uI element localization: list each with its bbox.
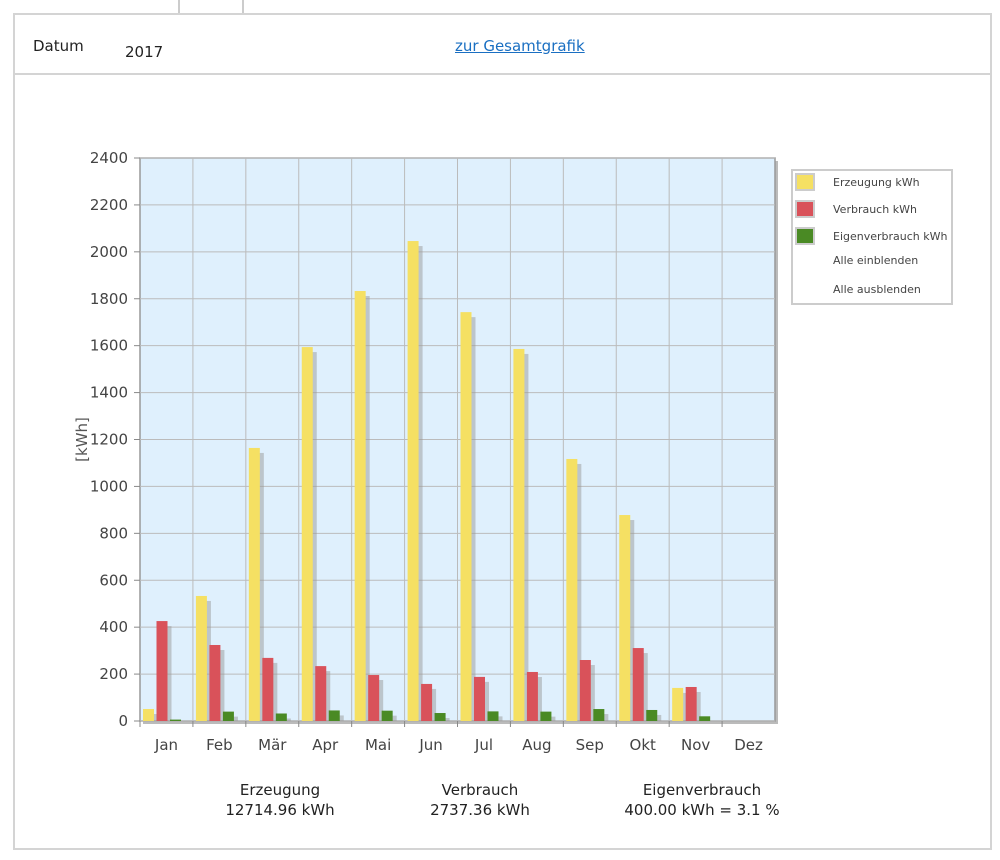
legend-swatch[interactable] <box>795 200 815 218</box>
overall-chart-link[interactable]: zur Gesamtgrafik <box>455 37 585 55</box>
bar-eigenverbrauch <box>275 713 287 721</box>
y-tick-label: 0 <box>118 712 128 730</box>
x-tick-label: Feb <box>206 736 233 754</box>
y-tick-label: 400 <box>99 618 128 636</box>
bar-erzeugung <box>354 291 366 721</box>
datum-label: Datum <box>33 37 84 55</box>
y-tick-label: 1800 <box>90 290 128 308</box>
x-tick-label: Jul <box>474 736 493 754</box>
legend-show-all[interactable]: Alle einblenden <box>833 254 918 267</box>
chart-panel: Datum 2017 zur Gesamtgrafik <box>13 13 992 850</box>
bar-verbrauch <box>474 676 485 721</box>
bar-eigenverbrauch <box>699 716 711 721</box>
bar-eigenverbrauch <box>328 710 340 721</box>
legend-item[interactable]: Erzeugung kWh <box>833 176 920 189</box>
y-tick-label: 1200 <box>90 431 128 449</box>
total-value: 2737.36 kWh <box>430 801 530 819</box>
x-tick-label: Sep <box>576 736 604 754</box>
bar-erzeugung <box>143 709 154 721</box>
x-tick-label: Mär <box>258 736 287 754</box>
legend-item[interactable]: Verbrauch kWh <box>833 203 917 216</box>
bar-erzeugung <box>672 687 684 721</box>
bar-verbrauch <box>368 675 380 721</box>
bar-verbrauch <box>421 683 433 721</box>
y-tick-label: 200 <box>99 665 128 683</box>
bar-verbrauch <box>632 648 644 721</box>
legend-swatch[interactable] <box>795 227 815 245</box>
bar-erzeugung <box>566 458 578 721</box>
total-value: 400.00 kWh = 3.1 % <box>624 801 780 819</box>
bar-eigenverbrauch <box>222 711 234 721</box>
bar-erzeugung <box>248 447 260 721</box>
bar-eigenverbrauch <box>593 709 605 721</box>
bar-erzeugung <box>301 347 313 721</box>
total-label: Eigenverbrauch <box>642 781 762 799</box>
bar-erzeugung <box>407 241 419 722</box>
y-tick-label: 600 <box>99 571 128 589</box>
total-label: Erzeugung <box>239 781 321 799</box>
tab-divider <box>178 0 180 13</box>
x-tick-label: Jun <box>418 736 442 754</box>
x-tick-label: Nov <box>681 736 710 754</box>
x-tick-label: Dez <box>734 736 763 754</box>
total-erzeugung: Erzeugung 12714.96 kWh <box>180 780 380 820</box>
bar-eigenverbrauch <box>646 709 658 721</box>
panel-header: Datum 2017 zur Gesamtgrafik <box>15 15 990 75</box>
total-label: Verbrauch <box>441 781 519 799</box>
tab-divider <box>242 0 244 13</box>
bar-eigenverbrauch <box>540 711 552 721</box>
year-value[interactable]: 2017 <box>125 43 164 61</box>
bar-eigenverbrauch <box>381 710 393 721</box>
bar-verbrauch <box>209 644 221 721</box>
total-eigenverbrauch: Eigenverbrauch 400.00 kWh = 3.1 % <box>602 780 802 820</box>
y-tick-label: 1400 <box>90 384 128 402</box>
x-tick-label: Apr <box>312 736 339 754</box>
total-value: 12714.96 kWh <box>225 801 335 819</box>
legend-swatch[interactable] <box>795 173 815 191</box>
y-tick-label: 2000 <box>90 243 128 261</box>
bar-eigenverbrauch <box>170 719 181 721</box>
x-tick-label: Mai <box>365 736 391 754</box>
y-tick-label: 2400 <box>90 149 128 167</box>
bar-erzeugung <box>619 515 631 721</box>
legend-item[interactable]: Eigenverbrauch kWh <box>833 230 948 243</box>
divider <box>13 848 990 850</box>
bar-verbrauch <box>315 666 327 721</box>
bar-verbrauch <box>156 621 168 721</box>
legend-box <box>791 169 953 305</box>
bar-eigenverbrauch <box>487 711 499 721</box>
y-tick-label: 800 <box>99 524 128 542</box>
bar-erzeugung <box>460 312 472 721</box>
x-tick-label: Jan <box>154 736 178 754</box>
bar-erzeugung <box>195 595 207 721</box>
total-verbrauch: Verbrauch 2737.36 kWh <box>380 780 580 820</box>
bar-erzeugung <box>513 348 525 721</box>
legend-hide-all[interactable]: Alle ausblenden <box>833 283 921 296</box>
bar-eigenverbrauch <box>434 713 446 721</box>
x-tick-label: Okt <box>630 736 656 754</box>
x-tick-label: Aug <box>522 736 551 754</box>
y-tick-label: 2200 <box>90 196 128 214</box>
bar-verbrauch <box>685 686 697 721</box>
y-axis-label: [kWh] <box>73 417 91 462</box>
bar-verbrauch <box>579 660 591 721</box>
y-tick-label: 1000 <box>90 477 128 495</box>
bar-verbrauch <box>262 657 274 721</box>
y-tick-label: 1600 <box>90 337 128 355</box>
bar-verbrauch <box>526 671 538 721</box>
